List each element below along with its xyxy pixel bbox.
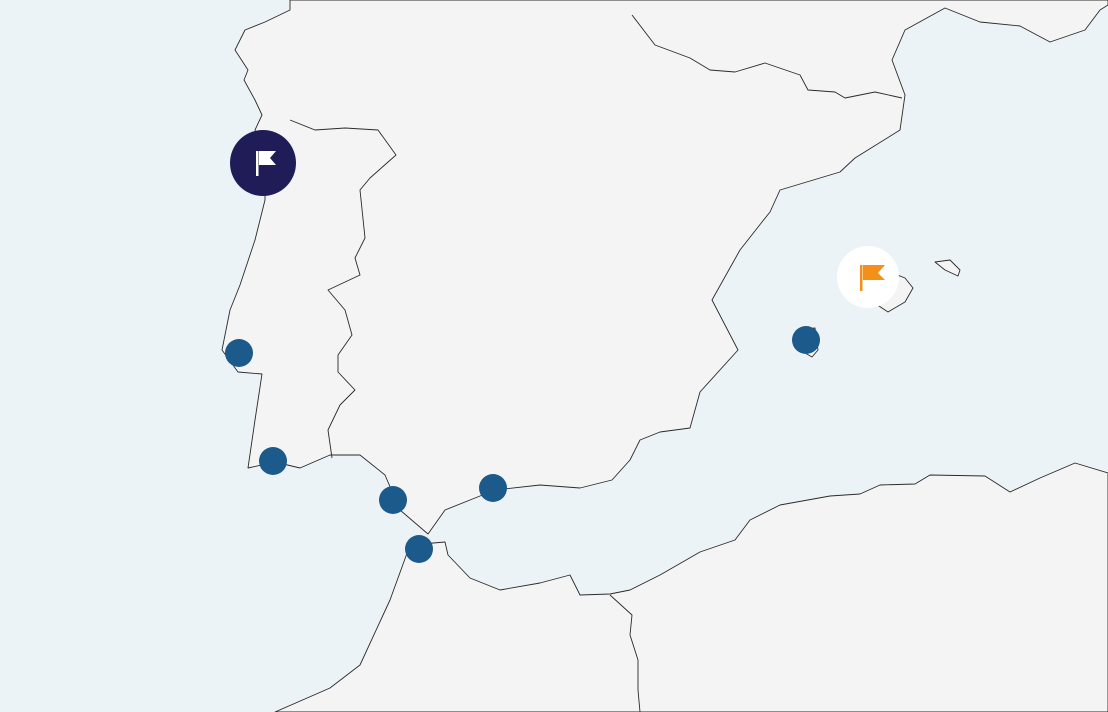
port-marker[interactable] bbox=[259, 447, 287, 475]
port-marker[interactable] bbox=[792, 326, 820, 354]
flag-icon bbox=[259, 151, 276, 165]
flag-pole bbox=[860, 265, 863, 291]
portugal-spain-border bbox=[289, 119, 397, 459]
africa-landmass bbox=[274, 462, 1108, 712]
france-spain-border bbox=[631, 14, 903, 99]
destination-flag-marker[interactable] bbox=[837, 246, 899, 308]
menorca bbox=[934, 259, 961, 277]
morocco-algeria-border bbox=[609, 594, 641, 712]
start-flag-marker[interactable] bbox=[230, 130, 296, 196]
port-marker[interactable] bbox=[225, 339, 253, 367]
port-marker[interactable] bbox=[405, 535, 433, 563]
port-marker[interactable] bbox=[379, 486, 407, 514]
flag-pole bbox=[256, 151, 259, 176]
port-marker[interactable] bbox=[479, 474, 507, 502]
flag-icon bbox=[863, 265, 885, 280]
